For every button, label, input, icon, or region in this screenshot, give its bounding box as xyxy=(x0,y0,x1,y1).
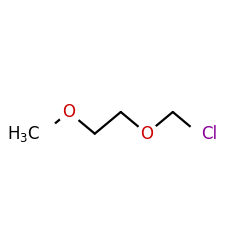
Text: O: O xyxy=(62,103,75,121)
Text: O: O xyxy=(140,125,153,143)
Text: H$_3$C: H$_3$C xyxy=(7,124,40,144)
Text: Cl: Cl xyxy=(202,125,218,143)
